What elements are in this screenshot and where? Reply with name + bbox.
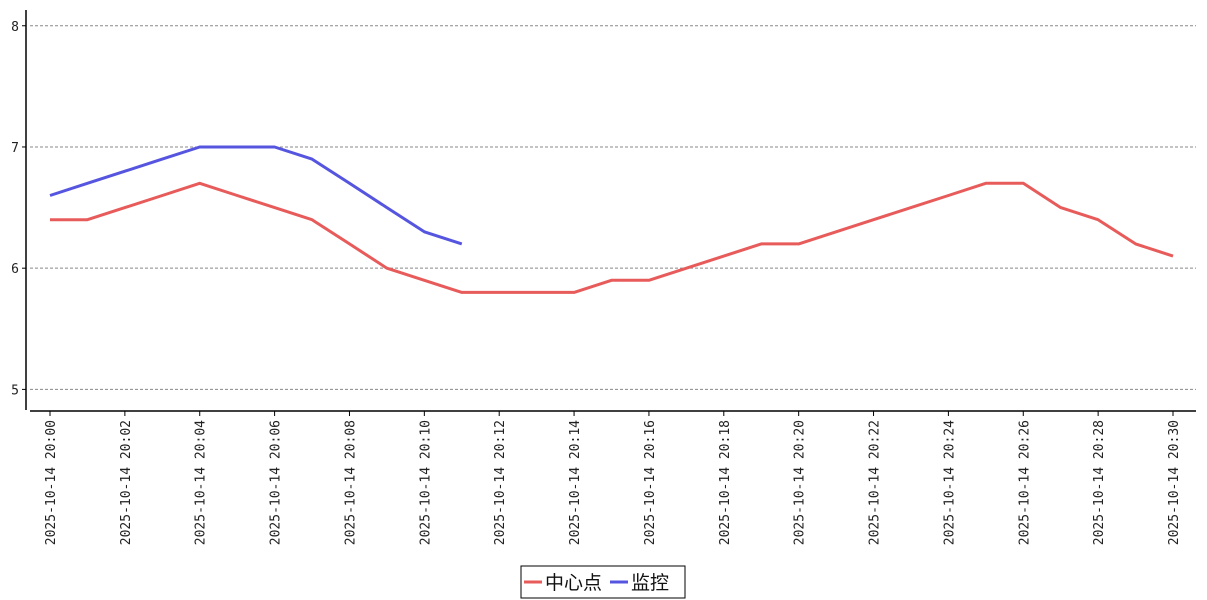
x-tick-label: 2025-10-14 20:20 [793,420,808,545]
x-tick-label: 2025-10-14 20:26 [1017,420,1032,545]
x-tick-label: 2025-10-14 20:18 [718,420,733,545]
x-tick-label: 2025-10-14 20:02 [119,420,134,545]
x-tick-label: 2025-10-14 20:06 [269,420,284,545]
x-tick-label: 2025-10-14 20:10 [418,420,433,545]
y-axis-ticks: 5 6 7 8 [11,20,26,398]
x-tick-label: 2025-10-14 20:04 [194,420,209,545]
legend-label: 监控 [631,572,669,594]
x-tick-label: 2025-10-14 20:24 [942,420,957,545]
x-tick-label: 2025-10-14 20:22 [868,420,883,545]
y-tick-label: 5 [11,383,19,398]
x-tick-label: 2025-10-14 20:28 [1092,420,1107,545]
x-tick-label: 2025-10-14 20:00 [44,420,59,545]
x-tick-label: 2025-10-14 20:12 [493,420,508,545]
y-tick-label: 7 [11,141,19,156]
series-line-1 [49,145,463,246]
x-axis-ticks: 2025-10-14 20:00 2025-10-14 20:02 2025-10-… [44,411,1182,545]
x-tick-label: 2025-10-14 20:08 [343,420,358,545]
legend-label: 中心点 [545,572,602,594]
legend-box [520,565,686,599]
x-tick-label: 2025-10-14 20:16 [643,420,658,545]
legend: 中心点 监控 [520,565,686,599]
series-group [49,145,1174,294]
x-tick-label: 2025-10-14 20:30 [1167,420,1182,545]
y-tick-label: 8 [11,20,19,35]
y-tick-label: 6 [11,262,19,277]
x-tick-label: 2025-10-14 20:14 [568,420,583,545]
series-line-0 [50,181,1174,294]
grid-lines [30,25,1196,390]
